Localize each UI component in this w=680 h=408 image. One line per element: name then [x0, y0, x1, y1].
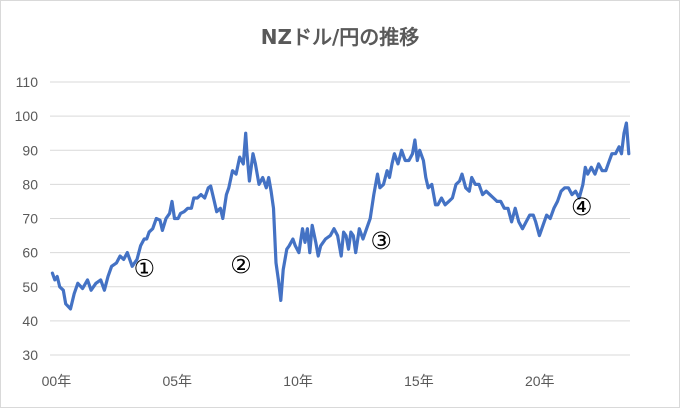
y-axis-ticks: 30 40 50 60 70 80 90 100 110	[15, 74, 39, 363]
y-tick-label: 30	[22, 347, 38, 363]
series-line	[50, 121, 631, 311]
x-tick-label: 15年	[404, 373, 434, 389]
y-tick-label: 50	[22, 279, 38, 295]
annotation-label: ②	[230, 251, 252, 279]
gridlines	[50, 81, 630, 356]
x-tick-label: 10年	[283, 373, 313, 389]
series-layer	[50, 121, 631, 311]
annotation-label: ④	[571, 193, 593, 221]
chart-title: NZドル/円の推移	[261, 25, 420, 49]
y-tick-label: 100	[15, 108, 39, 124]
y-tick-label: 60	[22, 245, 38, 261]
y-tick-label: 80	[22, 176, 38, 192]
annotation-label: ①	[133, 255, 155, 283]
y-tick-label: 90	[22, 142, 38, 158]
annotation-label: ③	[370, 227, 392, 255]
annotations: ① ② ③ ④	[133, 193, 592, 282]
x-axis-ticks: 00年 05年 10年 15年 20年	[42, 373, 555, 389]
x-tick-label: 20年	[525, 373, 555, 389]
x-tick-label: 05年	[162, 373, 192, 389]
y-tick-label: 110	[16, 74, 39, 90]
y-tick-label: 40	[22, 313, 38, 329]
y-tick-label: 70	[22, 211, 38, 227]
x-tick-label: 00年	[42, 373, 72, 389]
